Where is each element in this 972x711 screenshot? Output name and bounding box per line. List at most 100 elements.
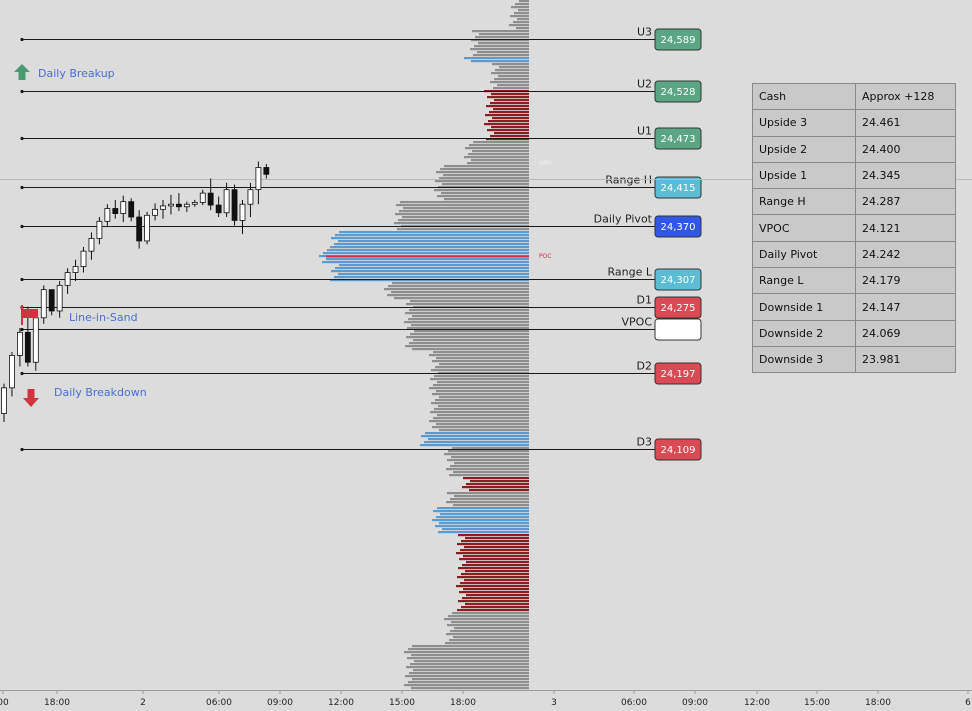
volume-bar [402, 216, 529, 219]
volume-bar [475, 36, 529, 39]
volume-bar [440, 513, 529, 516]
volume-bar [459, 591, 529, 594]
table-row: Cash Approx +128 [752, 82, 956, 111]
volume-bar [517, 18, 529, 21]
volume-bar [439, 522, 529, 525]
table-value: Approx +128 [855, 82, 956, 111]
volume-bar [458, 567, 529, 570]
volume-bar [497, 84, 529, 87]
volume-bar [404, 651, 529, 654]
table-value: 23.981 [855, 345, 956, 374]
line-in-sand-label: Line-in-Sand [69, 311, 138, 324]
volume-bar [327, 249, 529, 252]
table-row: VPOC 24.121 [752, 214, 956, 242]
volume-bar [407, 657, 529, 660]
candle [231, 184, 238, 226]
candle [56, 281, 63, 318]
volume-bar [435, 180, 529, 183]
daily-breakup-label: Daily Breakup [38, 67, 115, 80]
level-price-tag: 24,415 [654, 176, 702, 199]
volume-bar [436, 423, 529, 426]
x-tick-label: 2 [140, 698, 146, 708]
candle [128, 198, 135, 222]
volume-bar [457, 609, 529, 612]
candle [48, 289, 55, 316]
volume-bar [440, 168, 529, 171]
level-dot [20, 185, 24, 190]
level-price-text: 24,528 [661, 87, 696, 98]
volume-bar [403, 207, 529, 210]
volume-bar [484, 123, 529, 126]
volume-bar [410, 300, 529, 303]
level-price-text: 24,197 [661, 369, 696, 380]
level-price-text: 24,473 [661, 134, 696, 145]
candle [88, 232, 95, 260]
candle [168, 194, 174, 215]
candlesticks [1, 161, 270, 423]
volume-bar [471, 39, 529, 42]
level-price-tag: 24,197 [654, 362, 702, 385]
candle [72, 259, 79, 282]
volume-bar [408, 318, 529, 321]
volume-bar [399, 210, 529, 213]
table-row: Upside 3 24.461 [752, 109, 956, 137]
volume-bar [439, 429, 529, 432]
price-levels: U3 24,589 U2 24,528 U1 24,473 Range H 24,415 Dai… [0, 26, 972, 461]
candle [160, 199, 166, 219]
volume-bar [444, 453, 529, 456]
volume-bar [486, 138, 529, 141]
volume-bar [413, 339, 529, 342]
volume-bar [487, 129, 529, 132]
volume-bar [430, 378, 529, 381]
volume-bar [457, 543, 529, 546]
volume-bar [454, 462, 529, 465]
table-row: Daily Pivot 24.242 [752, 240, 956, 269]
volume-bar [451, 621, 529, 624]
volume-bar [446, 468, 529, 471]
volume-bar [446, 501, 529, 504]
volume-bar [449, 474, 529, 477]
volume-bar [432, 519, 529, 522]
volume-bar [489, 111, 529, 114]
level-price-text: 24,415 [661, 183, 696, 194]
volume-bar [405, 675, 529, 678]
volume-bar [452, 612, 529, 615]
volume-bar [478, 42, 529, 45]
volume-bar [438, 405, 529, 408]
annotations: Daily Breakup Line-in-Sand Daily Breakdo… [14, 64, 552, 407]
volume-bar [397, 228, 529, 231]
volume-bar [433, 417, 529, 420]
volume-bar [384, 288, 529, 291]
volume-bar [425, 432, 529, 435]
level-dot [20, 89, 24, 94]
volume-bar [469, 144, 529, 147]
volume-bar [409, 672, 529, 675]
level-price-tag: 24,370 [654, 215, 702, 238]
volume-bar [394, 297, 529, 300]
x-tick-label: 18:00 [44, 698, 70, 708]
volume-bar [398, 219, 529, 222]
x-tick-label: 18:00 [450, 698, 476, 708]
volume-bar [492, 117, 529, 120]
table-value: 24.287 [855, 188, 956, 216]
volume-bar [408, 648, 529, 651]
volume-bar [441, 192, 529, 195]
volume-bar [410, 333, 529, 336]
level-name: Daily Pivot [594, 213, 653, 226]
table-label: Daily Pivot [752, 240, 856, 269]
volume-bar [453, 504, 529, 507]
volume-bar [334, 276, 529, 279]
volume-bar [454, 627, 529, 630]
volume-bar [461, 606, 529, 609]
level-name: U2 [637, 78, 652, 91]
volume-bar [424, 441, 529, 444]
x-tick-label: 15:00 [804, 698, 830, 708]
volume-bar [488, 120, 529, 123]
volume-bar [462, 564, 529, 567]
volume-bar [442, 183, 529, 186]
volume-bar [458, 534, 529, 537]
volume-bar [447, 459, 529, 462]
level-price-tag: 24,307 [654, 268, 702, 291]
level-price-tag: 24,275 [654, 296, 702, 319]
